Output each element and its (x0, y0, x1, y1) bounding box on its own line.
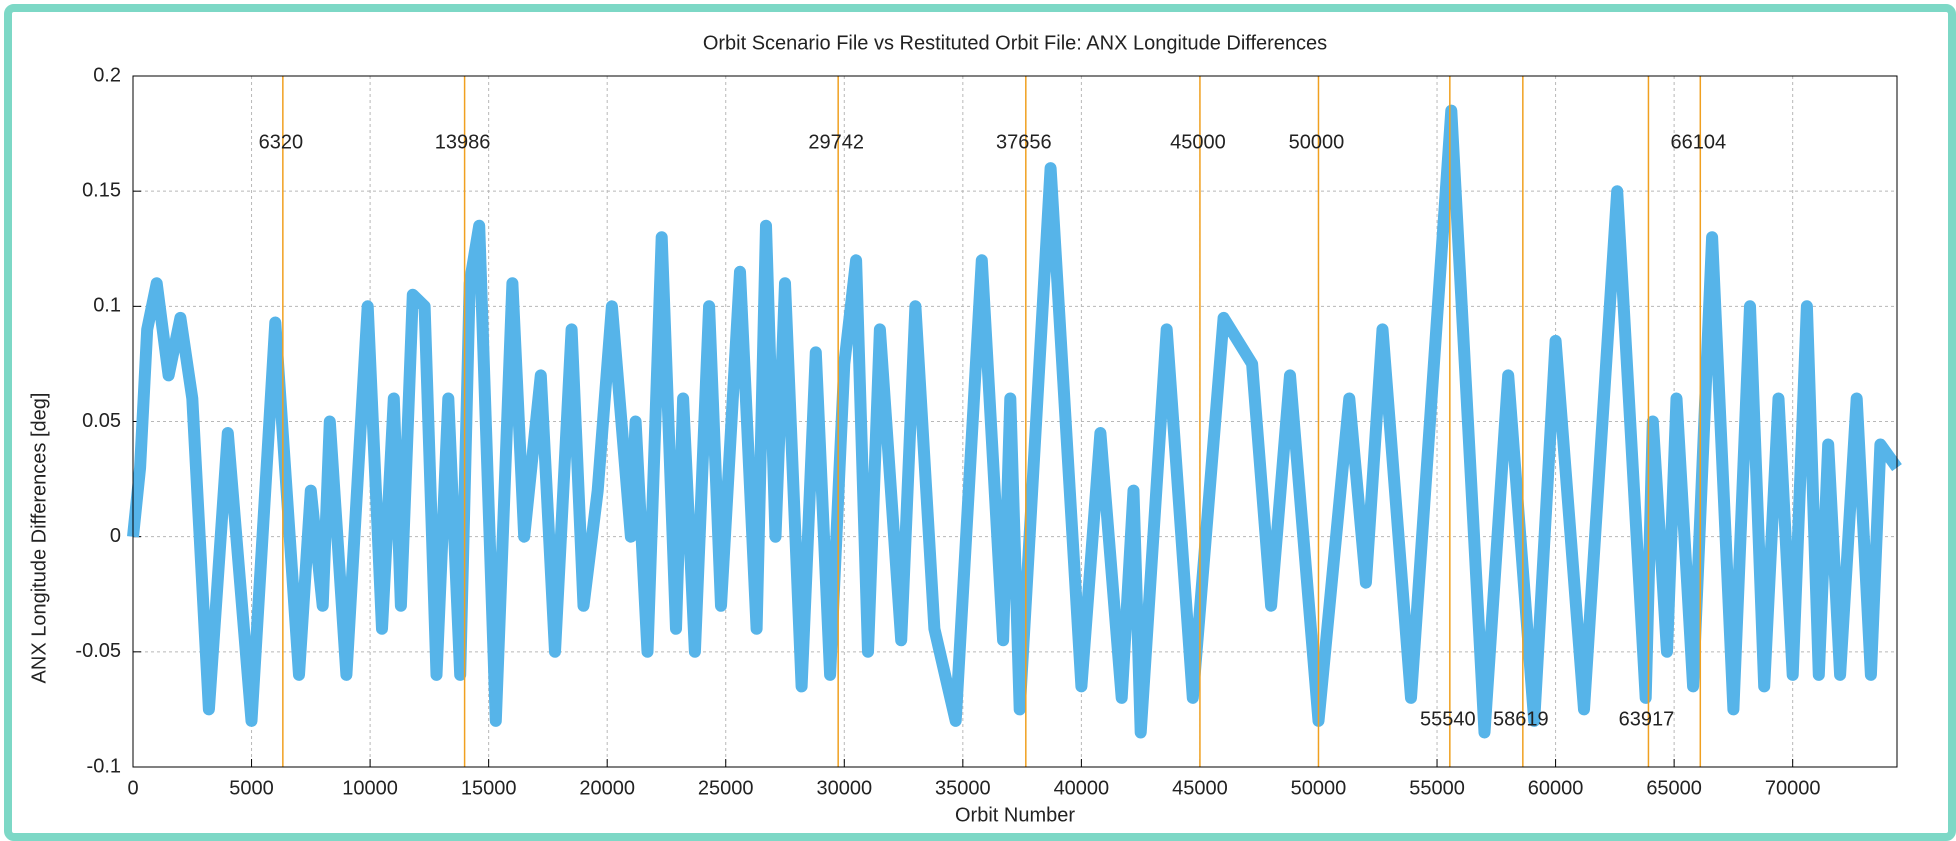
y-tick-label: 0 (110, 525, 121, 547)
data-line (127, 104, 1902, 739)
x-tick-label: 35000 (935, 777, 991, 799)
x-tick-label: 30000 (816, 777, 872, 799)
event-label: 63917 (1619, 708, 1675, 730)
event-label: 66104 (1670, 131, 1726, 153)
event-label: 29742 (808, 131, 864, 153)
y-tick-label: -0.1 (87, 755, 121, 777)
x-tick-label: 60000 (1528, 777, 1584, 799)
event-label: 55540 (1420, 708, 1476, 730)
y-tick-label: 0.2 (93, 64, 121, 86)
x-tick-label: 5000 (229, 777, 274, 799)
y-axis-label: ANX Longitude Differences [deg] (28, 393, 50, 684)
event-label: 13986 (435, 131, 491, 153)
x-tick-label: 40000 (1054, 777, 1110, 799)
x-tick-label: 45000 (1172, 777, 1228, 799)
x-tick-label: 15000 (461, 777, 517, 799)
x-tick-label: 70000 (1765, 777, 1821, 799)
x-tick-label: 10000 (342, 777, 398, 799)
y-tick-label: 0.05 (82, 410, 121, 432)
event-label: 58619 (1493, 708, 1549, 730)
event-label: 45000 (1170, 131, 1226, 153)
event-label: 37656 (996, 131, 1052, 153)
y-tick-label: 0.15 (82, 179, 121, 201)
x-tick-label: 65000 (1646, 777, 1702, 799)
y-tick-label: -0.05 (75, 640, 121, 662)
x-tick-label: 50000 (1291, 777, 1347, 799)
chart-title: Orbit Scenario File vs Restituted Orbit … (703, 32, 1327, 54)
event-label: 6320 (259, 131, 304, 153)
x-tick-label: 0 (127, 777, 138, 799)
event-label: 50000 (1289, 131, 1345, 153)
y-tick-label: 0.1 (93, 295, 121, 317)
x-tick-label: 20000 (579, 777, 635, 799)
x-tick-label: 55000 (1409, 777, 1465, 799)
x-tick-label: 25000 (698, 777, 754, 799)
plot-border (132, 75, 1898, 768)
x-axis-label: Orbit Number (955, 804, 1075, 826)
